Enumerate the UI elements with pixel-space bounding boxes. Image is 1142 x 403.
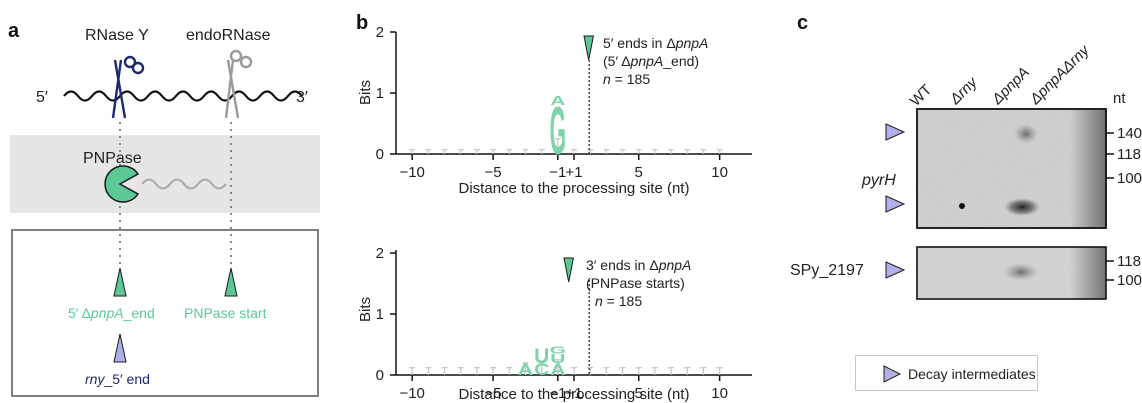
bot-logo-letter: U bbox=[534, 345, 549, 368]
top-annotation-line3: n = 185 bbox=[603, 71, 650, 87]
panel-b-charts: Bits 012 −10 −5 −1 +1 5 10 GA 5′ ends in Δpnp… bbox=[357, 24, 752, 403]
bottom-ylabel: Bits bbox=[357, 297, 374, 322]
five-prime-label: 5′ bbox=[36, 89, 48, 106]
size-marker-140: 140 bbox=[1117, 125, 1142, 142]
top-xtick-label: −10 bbox=[399, 164, 424, 181]
bot-xtick-label: −1 bbox=[549, 385, 566, 402]
bot-logo-letter: A bbox=[550, 361, 565, 380]
size-marker-100-b: 100 bbox=[1117, 272, 1142, 289]
top-annotation-line2: (5′ ΔpnpA_end) bbox=[603, 53, 699, 69]
marker-rny-5-end bbox=[113, 333, 127, 363]
panel-a-letter: a bbox=[8, 20, 20, 42]
top-ylabel: Bits bbox=[357, 80, 374, 105]
spy-2197-label: SPy_2197 bbox=[790, 262, 864, 279]
bot-xtick-label: −10 bbox=[399, 385, 424, 402]
three-prime-label: 3′ bbox=[296, 89, 308, 106]
size-marker-100: 100 bbox=[1117, 170, 1142, 187]
marker-pnpase-start bbox=[224, 267, 238, 297]
bot-logo-letter: C bbox=[534, 361, 549, 380]
top-xlabel: Distance to the processing site (nt) bbox=[459, 180, 690, 197]
bot-logo-letter: A bbox=[518, 361, 533, 380]
size-marker-118: 118 bbox=[1117, 146, 1141, 163]
bottom-processing-marker bbox=[563, 257, 575, 283]
top-ytick-label: 0 bbox=[376, 146, 384, 163]
bot-logo-letter: G bbox=[550, 345, 566, 356]
bottom-annotation-line1: 3′ ends in ΔpnpA bbox=[586, 257, 691, 273]
bottom-xlabel: Distance to the processing site (nt) bbox=[459, 386, 690, 403]
size-marker-118-b: 118 bbox=[1117, 253, 1141, 270]
marker-5-pnpa-end-label: 5′ ΔpnpA_end bbox=[68, 305, 155, 321]
pnpase-label: PNPase bbox=[83, 150, 142, 167]
pnpase-pacman-icon bbox=[104, 165, 140, 203]
panel-c-northern-blots: WT Δrny ΔpnpA ΔpnpAΔrny nt pyrH 140 118 … bbox=[790, 41, 1142, 300]
lane-label-rny: Δrny bbox=[946, 73, 982, 109]
bot-xtick-label: −5 bbox=[485, 385, 502, 402]
legend-label: Decay intermediates bbox=[908, 366, 1036, 382]
marker-5-pnpa-end bbox=[113, 267, 127, 297]
endornase-scissors-icon bbox=[224, 49, 253, 119]
bot-xtick-label: 5 bbox=[635, 385, 643, 402]
marker-rny-5-end-label: rny_5′ end bbox=[85, 371, 150, 387]
legend-box: Decay intermediates bbox=[855, 355, 1038, 391]
pnpase-band bbox=[10, 135, 320, 213]
top-ytick-label: 2 bbox=[376, 24, 384, 41]
top-xtick-label: +1 bbox=[565, 164, 582, 181]
spy-2197-intermediate-arrow bbox=[885, 261, 906, 279]
bot-logo-letter: U bbox=[550, 351, 565, 366]
top-annotation-line1: 5′ ends in ΔpnpA bbox=[603, 35, 708, 51]
rna-strand bbox=[63, 90, 303, 102]
lane-label-pnpa: ΔpnpA bbox=[988, 64, 1033, 109]
pyrh-label: pyrH bbox=[861, 172, 896, 189]
spy-2197-blot bbox=[916, 246, 1107, 300]
logo-chart-top: Bits 0 1 2 −10 −5 −1 +1 5 10 GA 5′ ends in Δpnp… bbox=[357, 24, 752, 197]
bot-xtick-label: +1 bbox=[565, 385, 582, 402]
top-xtick-label: −1 bbox=[549, 164, 566, 181]
degraded-rna bbox=[141, 178, 227, 190]
bot-ytick-label: 0 bbox=[376, 367, 384, 384]
panel-b-letter: b bbox=[356, 12, 369, 34]
top-logo-letter: G bbox=[550, 93, 566, 169]
rnase-y-label: RNase Y bbox=[85, 27, 149, 44]
legend-arrow-icon bbox=[883, 365, 902, 383]
pyrh-blot bbox=[916, 108, 1107, 229]
panel-c-letter: c bbox=[797, 12, 809, 34]
top-ytick-label: 1 bbox=[376, 85, 384, 102]
bottom-annotation-line2: (PNPase starts) bbox=[586, 275, 685, 291]
nt-unit-label: nt bbox=[1113, 90, 1126, 107]
top-xtick-label: 10 bbox=[711, 164, 728, 181]
bot-ytick-label: 1 bbox=[376, 306, 384, 323]
top-xtick-label: −5 bbox=[485, 164, 502, 181]
endornase-label: endoRNase bbox=[186, 27, 271, 44]
panel-a-diagram: 5′ 3′ RNase Y endoRNase PNPase 5′ ΔpnpA_… bbox=[10, 27, 320, 397]
top-logo-letter: A bbox=[550, 94, 566, 109]
pyrh-intermediate-arrow-lower bbox=[885, 195, 906, 213]
pyrh-intermediate-arrow-upper bbox=[885, 123, 906, 141]
marker-pnpase-start-label: PNPase start bbox=[184, 305, 267, 321]
rnase-y-scissors-icon bbox=[111, 55, 145, 119]
top-xtick-label: 5 bbox=[635, 164, 643, 181]
sites-box bbox=[11, 229, 319, 397]
bottom-annotation-line3: n = 185 bbox=[595, 293, 642, 309]
top-processing-marker bbox=[583, 35, 595, 61]
bot-xtick-label: 10 bbox=[711, 385, 728, 402]
bot-ytick-label: 2 bbox=[376, 245, 384, 262]
lane-label-pnpa-rny: ΔpnpAΔrny bbox=[1026, 41, 1094, 109]
lane-label-wt: WT bbox=[907, 81, 936, 110]
